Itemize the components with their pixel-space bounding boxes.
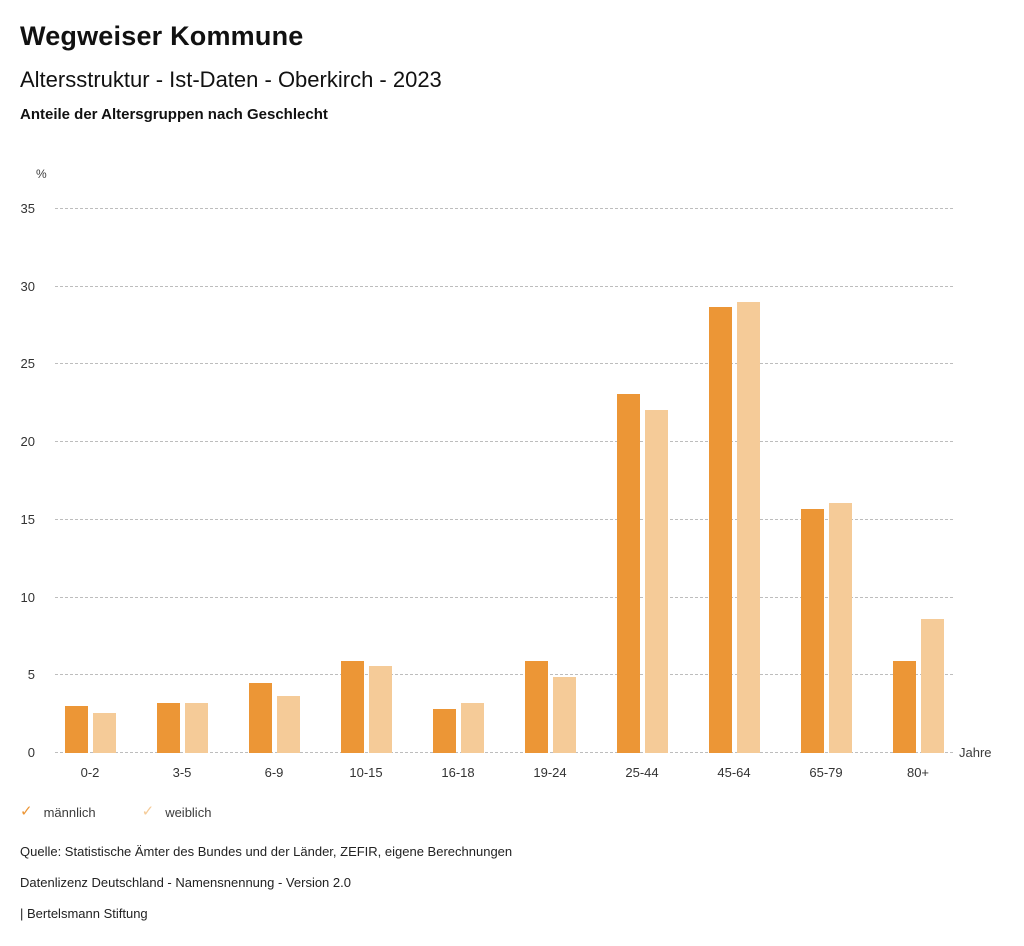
- check-icon: ✓: [141, 803, 155, 820]
- y-axis-tick-label-35: 35: [20, 201, 35, 216]
- gridline-0: [55, 752, 953, 753]
- legend-item-weiblich[interactable]: ✓ weiblich: [142, 803, 212, 821]
- bar-männlich-3-5[interactable]: [156, 703, 180, 753]
- bar-weiblich-10-15[interactable]: [368, 665, 392, 753]
- chart-plot-area: [55, 208, 953, 753]
- bar-männlich-16-18[interactable]: [432, 709, 456, 753]
- chart-heading: Anteile der Altersgruppen nach Geschlech…: [20, 106, 328, 123]
- y-axis-tick-label-20: 20: [20, 434, 35, 450]
- footer-license: Datenlizenz Deutschland - Namensnennung …: [20, 875, 351, 890]
- gridline-10: [55, 596, 953, 598]
- legend-label: männlich: [43, 804, 96, 820]
- bar-group-80+: [892, 209, 944, 753]
- y-axis-tick-label-10: 10: [20, 589, 35, 605]
- footer-attribution: | Bertelsmann Stiftung: [20, 906, 148, 921]
- bar-männlich-10-15[interactable]: [340, 661, 364, 753]
- page-subtitle: Altersstruktur - Ist-Daten - Oberkirch -…: [20, 67, 442, 92]
- x-axis-tick-label-16-18: 16-18: [441, 765, 475, 780]
- bar-weiblich-45-64[interactable]: [736, 302, 760, 753]
- x-axis-tick-label-6-9: 6-9: [264, 765, 284, 780]
- bar-weiblich-19-24[interactable]: [552, 676, 576, 753]
- bar-group-6-9: [248, 209, 300, 753]
- bar-weiblich-80+[interactable]: [920, 619, 944, 753]
- x-axis-tick-label-10-15: 10-15: [349, 765, 383, 780]
- x-axis-tick-label-80+: 80+: [906, 765, 930, 780]
- bar-group-10-15: [340, 209, 392, 753]
- bar-weiblich-6-9[interactable]: [276, 695, 300, 753]
- bar-weiblich-0-2[interactable]: [92, 712, 116, 753]
- bar-weiblich-3-5[interactable]: [184, 703, 208, 753]
- x-axis-unit-label: Jahre: [959, 745, 992, 760]
- bar-group-45-64: [708, 209, 760, 753]
- bar-männlich-25-44[interactable]: [616, 393, 640, 753]
- x-axis-tick-label-19-24: 19-24: [533, 765, 567, 780]
- bar-männlich-19-24[interactable]: [524, 661, 548, 753]
- bar-weiblich-65-79[interactable]: [828, 502, 852, 753]
- x-axis-tick-label-65-79: 65-79: [809, 765, 843, 780]
- bar-group-19-24: [524, 209, 576, 753]
- footer-source: Quelle: Statistische Ämter des Bundes un…: [20, 844, 513, 859]
- bar-group-0-2: [64, 209, 116, 753]
- legend-item-männlich[interactable]: ✓ männlich: [20, 803, 96, 821]
- bar-group-16-18: [432, 209, 484, 753]
- bar-männlich-80+[interactable]: [892, 661, 916, 753]
- x-axis-tick-label-3-5: 3-5: [172, 765, 192, 780]
- y-axis-tick-labels: 0 5 10 15 20 25 30 35: [0, 202, 35, 760]
- gridline-35: [55, 208, 953, 209]
- x-axis-tick-labels: 0-2 3-5 6-9 10-15 16-18 19-24 25-44 45-64 65-79 8…: [55, 765, 953, 785]
- gridline-15: [55, 518, 953, 520]
- y-axis-tick-label-0: 0: [27, 745, 35, 760]
- bar-weiblich-16-18[interactable]: [460, 703, 484, 753]
- chart-legend: ✓ männlich ✓ weiblich: [20, 803, 211, 821]
- bar-weiblich-25-44[interactable]: [644, 409, 668, 753]
- bar-männlich-45-64[interactable]: [708, 306, 732, 753]
- legend-label: weiblich: [165, 804, 212, 820]
- bar-männlich-6-9[interactable]: [248, 683, 272, 753]
- y-axis-tick-label-5: 5: [27, 667, 35, 683]
- bar-männlich-65-79[interactable]: [800, 508, 824, 753]
- gridline-5: [55, 674, 953, 676]
- y-axis-tick-label-15: 15: [20, 511, 35, 527]
- page-title: Wegweiser Kommune: [20, 21, 304, 51]
- check-icon: ✓: [20, 803, 33, 820]
- y-axis-tick-label-30: 30: [20, 278, 35, 294]
- bar-männlich-0-2[interactable]: [64, 706, 88, 753]
- x-axis-tick-label-45-64: 45-64: [717, 765, 751, 780]
- x-axis-tick-label-0-2: 0-2: [80, 765, 100, 780]
- x-axis-tick-label-25-44: 25-44: [625, 765, 659, 780]
- gridline-30: [55, 285, 953, 287]
- gridline-20: [55, 441, 953, 443]
- bar-group-25-44: [616, 209, 668, 753]
- bar-group-3-5: [156, 209, 208, 753]
- bar-group-65-79: [800, 209, 852, 753]
- y-axis-tick-label-25: 25: [20, 356, 35, 372]
- gridline-25: [55, 363, 953, 365]
- y-axis-unit-label: %: [36, 167, 47, 181]
